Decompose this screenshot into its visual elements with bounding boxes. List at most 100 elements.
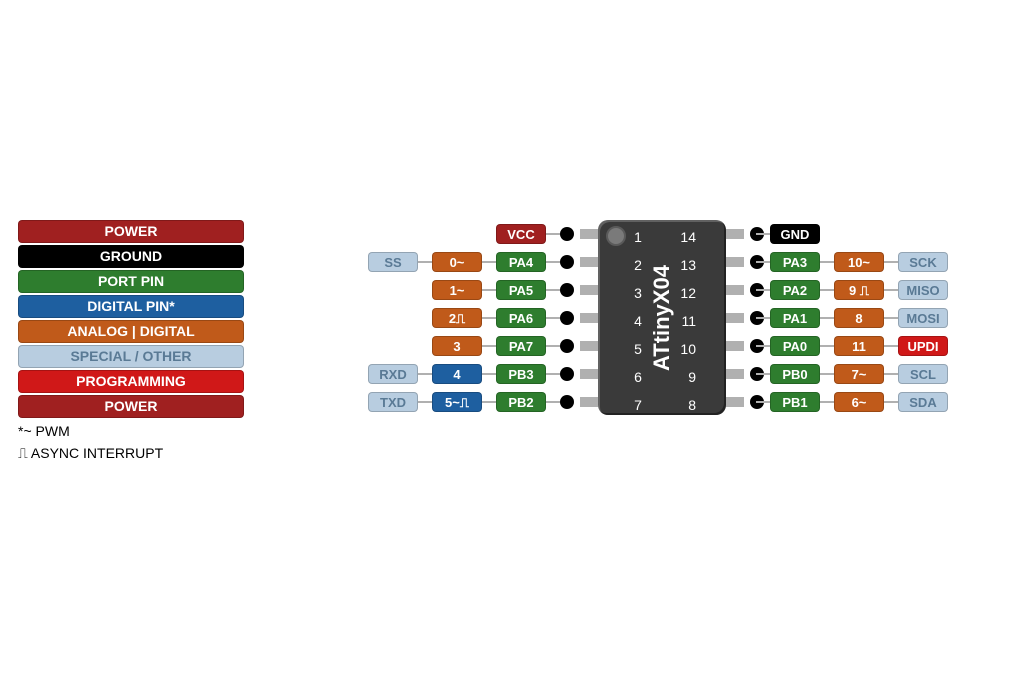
pin-tag: 6~	[834, 392, 884, 412]
pin-leg	[580, 229, 598, 239]
pin-number: 4	[628, 313, 648, 329]
wire	[756, 233, 770, 235]
pin-tag: MISO	[898, 280, 948, 300]
pin-tag: SCK	[898, 252, 948, 272]
pin-tag: PB3	[496, 364, 546, 384]
pin-tag: 3	[432, 336, 482, 356]
pin-leg	[726, 397, 744, 407]
wire	[756, 289, 770, 291]
pin-leg	[580, 257, 598, 267]
wire	[820, 317, 834, 319]
pin-leg	[580, 397, 598, 407]
pin-tag: PB1	[770, 392, 820, 412]
wire	[820, 401, 834, 403]
wire	[546, 373, 560, 375]
pin-pad	[560, 367, 574, 381]
legend-note-async: ⎍ ASYNC INTERRUPT	[18, 444, 244, 462]
pin-number: 3	[628, 285, 648, 301]
legend-note-pwm: *~ PWM	[18, 422, 244, 440]
pin-number: 11	[676, 313, 696, 329]
wire	[418, 373, 432, 375]
wire	[756, 261, 770, 263]
legend-item: POWER	[18, 395, 244, 418]
pin-leg	[580, 313, 598, 323]
pin-number: 10	[676, 341, 696, 357]
pin-tag: PA0	[770, 336, 820, 356]
wire	[884, 261, 898, 263]
wire	[756, 401, 770, 403]
pin-tag: PA5	[496, 280, 546, 300]
pin-leg	[726, 229, 744, 239]
pin-tag: 9 ⎍	[834, 280, 884, 300]
wire	[418, 261, 432, 263]
wire	[546, 289, 560, 291]
pin-pad	[560, 283, 574, 297]
pin-tag: GND	[770, 224, 820, 244]
pin-tag: UPDI	[898, 336, 948, 356]
chip-name: ATtinyX04	[649, 265, 675, 371]
wire	[546, 261, 560, 263]
pin-number: 8	[676, 397, 696, 413]
pin-pad	[560, 339, 574, 353]
wire	[820, 345, 834, 347]
pin-tag: PA7	[496, 336, 546, 356]
pin-tag: 1~	[432, 280, 482, 300]
pin-leg	[580, 341, 598, 351]
wire	[884, 289, 898, 291]
pin-number: 2	[628, 257, 648, 273]
pin-leg	[726, 313, 744, 323]
pin-tag: 11	[834, 336, 884, 356]
wire	[546, 317, 560, 319]
pin-leg	[580, 285, 598, 295]
wire	[546, 401, 560, 403]
legend-item: PROGRAMMING	[18, 370, 244, 393]
pin-leg	[726, 257, 744, 267]
pin-tag: SS	[368, 252, 418, 272]
pin-tag: 8	[834, 308, 884, 328]
legend-item: PORT PIN	[18, 270, 244, 293]
wire	[482, 373, 496, 375]
pin-tag: PB2	[496, 392, 546, 412]
pin-tag: SDA	[898, 392, 948, 412]
wire	[884, 345, 898, 347]
pin-number: 14	[676, 229, 696, 245]
pin-tag: MOSI	[898, 308, 948, 328]
pin-pad	[560, 395, 574, 409]
pin-number: 7	[628, 397, 648, 413]
pin-tag: 0~	[432, 252, 482, 272]
wire	[884, 401, 898, 403]
pin-pad	[560, 227, 574, 241]
pin-pad	[560, 255, 574, 269]
wire	[756, 345, 770, 347]
legend-item: POWER	[18, 220, 244, 243]
wire	[418, 401, 432, 403]
pin-tag: 10~	[834, 252, 884, 272]
pin-leg	[726, 341, 744, 351]
wire	[482, 401, 496, 403]
wire	[884, 373, 898, 375]
wire	[482, 261, 496, 263]
pin-tag: PA1	[770, 308, 820, 328]
wire	[820, 373, 834, 375]
pin-tag: PA2	[770, 280, 820, 300]
wire	[482, 345, 496, 347]
pin-tag: PA6	[496, 308, 546, 328]
legend-item: GROUND	[18, 245, 244, 268]
pin-leg	[726, 369, 744, 379]
pin-number: 5	[628, 341, 648, 357]
pin-number: 13	[676, 257, 696, 273]
pin-tag: 4	[432, 364, 482, 384]
pin-tag: PA4	[496, 252, 546, 272]
pin-tag: TXD	[368, 392, 418, 412]
wire	[820, 261, 834, 263]
chip-body: ATtinyX04 1142133124115106978	[598, 220, 726, 415]
pinout-diagram: ATtinyX04 1142133124115106978 VCCGNDPA40…	[320, 220, 1020, 440]
legend-item: ANALOG | DIGITAL	[18, 320, 244, 343]
wire	[820, 289, 834, 291]
wire	[756, 373, 770, 375]
pin-number: 6	[628, 369, 648, 385]
legend-item: SPECIAL / OTHER	[18, 345, 244, 368]
pin-tag: PA3	[770, 252, 820, 272]
pin-tag: 2⎍	[432, 308, 482, 328]
pin-number: 1	[628, 229, 648, 245]
